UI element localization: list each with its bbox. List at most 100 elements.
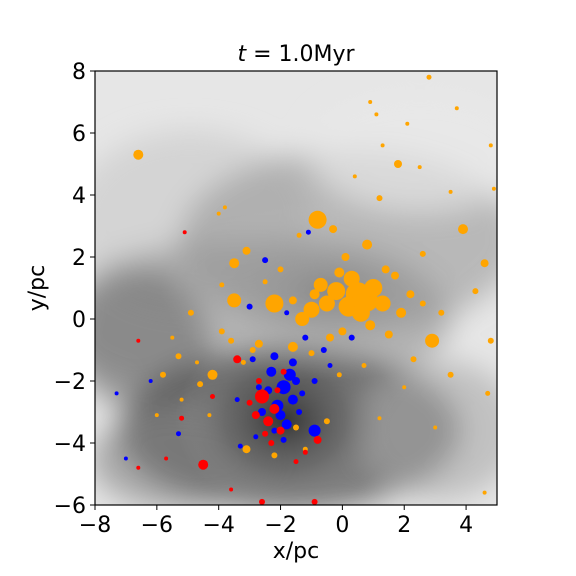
blue-particle-point	[270, 352, 279, 361]
orange-particle-point	[216, 211, 221, 216]
red-particle-point	[313, 435, 322, 444]
orange-particle-point	[175, 353, 182, 360]
orange-particle-point	[485, 390, 491, 396]
red-particle-point	[229, 487, 234, 492]
orange-particle-point	[454, 106, 459, 111]
red-particle-point	[293, 459, 299, 465]
orange-particle-point	[222, 205, 227, 210]
orange-particle-point	[207, 369, 218, 380]
red-particle-point	[259, 498, 265, 505]
orange-particle-point	[329, 225, 338, 234]
orange-particle-point	[242, 246, 251, 255]
orange-particle-point	[380, 143, 385, 148]
blue-particle-point	[266, 366, 277, 377]
orange-particle-point	[391, 271, 399, 280]
orange-particle-point	[296, 232, 302, 238]
blue-particle-point	[327, 363, 333, 368]
x-tick-label: 0	[335, 513, 349, 538]
orange-particle-point	[254, 339, 263, 348]
y-tick-label: −2	[54, 370, 86, 395]
orange-particle-point	[195, 360, 199, 365]
blue-particle-point	[320, 347, 327, 353]
blue-particle-point	[253, 434, 259, 440]
red-particle-point	[269, 403, 280, 414]
orange-particle-point	[323, 418, 330, 425]
blue-particle-point	[348, 334, 355, 341]
orange-particle-point	[249, 347, 256, 353]
blue-particle-point	[284, 310, 290, 316]
blue-particle-point	[234, 397, 240, 403]
red-particle-point	[182, 230, 187, 235]
orange-particle-point	[351, 303, 370, 322]
orange-particle-point	[343, 270, 360, 287]
orange-particle-point	[295, 312, 310, 326]
red-particle-point	[164, 456, 169, 461]
scatter-points-layer	[114, 74, 496, 505]
orange-particle-point	[406, 290, 415, 299]
blue-particle-point	[275, 410, 286, 421]
orange-particle-point	[308, 210, 327, 229]
orange-particle-point	[170, 335, 175, 340]
orange-particle-point	[341, 253, 350, 261]
orange-particle-point	[405, 121, 410, 126]
red-particle-point	[255, 378, 262, 384]
blue-particle-point	[288, 358, 297, 367]
orange-particle-point	[303, 301, 320, 318]
red-particle-point	[179, 415, 185, 421]
red-particle-point	[280, 368, 287, 375]
orange-particle-point	[374, 112, 379, 117]
orange-particle-point	[364, 279, 383, 297]
x-tick-label: 2	[397, 513, 411, 538]
orange-particle-point	[334, 267, 345, 278]
orange-particle-point	[228, 337, 235, 344]
orange-particle-point	[396, 307, 407, 318]
orange-particle-point	[480, 259, 489, 268]
blue-particle-point	[249, 356, 256, 363]
orange-particle-point	[227, 293, 242, 308]
orange-particle-point	[448, 189, 453, 194]
red-particle-point	[262, 430, 269, 437]
blue-particle-point	[255, 384, 262, 391]
title-rest: = 1.0Myr	[246, 42, 355, 67]
y-tick-label: 2	[72, 246, 86, 271]
orange-particle-point	[287, 341, 298, 352]
red-particle-point	[263, 416, 274, 427]
red-particle-point	[136, 338, 141, 343]
blue-particle-point	[311, 378, 318, 384]
orange-particle-point	[197, 381, 204, 388]
orange-particle-point	[160, 371, 166, 378]
blue-particle-point	[176, 431, 181, 437]
blue-particle-point	[271, 427, 278, 434]
orange-particle-point	[417, 165, 422, 170]
orange-particle-point	[327, 282, 346, 301]
orange-particle-point	[187, 309, 194, 316]
blue-particle-point	[292, 377, 300, 385]
orange-particle-point	[482, 490, 487, 495]
orange-particle-point	[472, 288, 479, 295]
red-particle-point	[233, 355, 242, 364]
blue-particle-point	[283, 368, 296, 381]
y-tick-label: 4	[72, 184, 86, 209]
orange-particle-point	[277, 266, 284, 273]
orange-particle-point	[381, 265, 390, 274]
orange-particle-point	[419, 300, 426, 307]
orange-particle-point	[326, 333, 334, 342]
blue-particle-point	[237, 443, 243, 449]
x-tick-label: −8	[79, 513, 111, 538]
x-axis-label: x/pc	[273, 539, 320, 564]
orange-particle-point	[487, 337, 494, 344]
gas-density-background	[95, 71, 497, 505]
blue-particle-point	[280, 436, 287, 443]
orange-particle-point	[271, 452, 278, 459]
orange-particle-point	[438, 309, 445, 316]
blue-particle-point	[246, 303, 253, 310]
chart-title: t = 1.0Myr	[237, 42, 355, 67]
orange-particle-point	[491, 186, 496, 191]
y-tick-label: 0	[72, 308, 86, 333]
red-particle-point	[311, 498, 318, 505]
blue-particle-point	[123, 456, 128, 461]
title-variable: t	[237, 42, 247, 67]
red-particle-point	[136, 465, 141, 470]
blue-particle-point	[258, 408, 266, 416]
plot-frame	[94, 70, 498, 506]
